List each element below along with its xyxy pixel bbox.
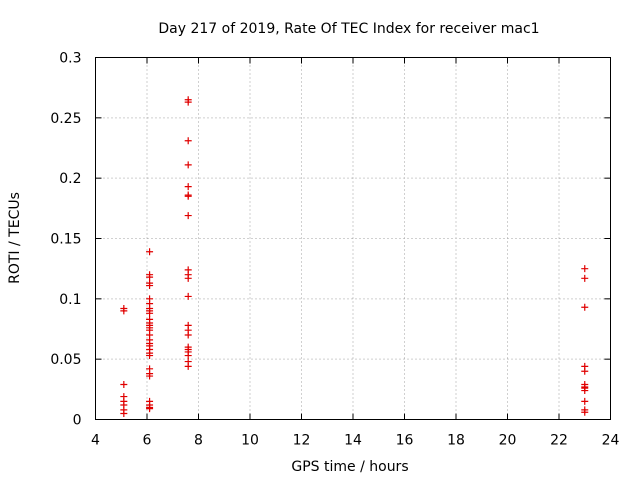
x-tick-label: 22 [550, 433, 568, 449]
x-tick-label: 10 [241, 433, 259, 449]
x-tick-label: 14 [344, 433, 362, 449]
x-tick-label: 4 [91, 433, 100, 449]
x-tick-label: 6 [143, 433, 152, 449]
data-point [581, 387, 589, 395]
data-point [146, 372, 154, 380]
y-tick-label: 0 [73, 413, 82, 429]
data-point [120, 381, 128, 389]
data-points [120, 96, 589, 417]
data-point [184, 274, 192, 282]
data-point [184, 362, 192, 370]
data-point [581, 303, 589, 311]
data-point [581, 274, 589, 282]
x-tick-label: 16 [396, 433, 414, 449]
data-point [184, 98, 192, 106]
data-point [581, 408, 589, 416]
axis-ticks [95, 57, 611, 420]
data-point [184, 292, 192, 300]
y-tick-label: 0.2 [59, 171, 81, 187]
x-tick-label: 18 [447, 433, 465, 449]
data-point [184, 183, 192, 191]
data-point [184, 192, 192, 200]
x-tick-labels: 4 6 8 10 12 14 16 18 20 22 24 [91, 433, 619, 449]
data-point [120, 307, 128, 315]
data-point [146, 273, 154, 281]
x-tick-label: 24 [602, 433, 620, 449]
y-axis-label: ROTI / TECUs [7, 192, 23, 284]
y-tick-label: 0.3 [59, 51, 81, 67]
y-tick-label: 0.25 [50, 111, 81, 127]
x-tick-label: 12 [293, 433, 311, 449]
data-point [581, 265, 589, 273]
y-tick-labels: 0 0.05 0.1 0.15 0.2 0.25 0.3 [50, 51, 81, 429]
plot-frame [95, 57, 611, 420]
x-tick-label: 8 [194, 433, 203, 449]
data-point [120, 409, 128, 417]
y-tick-label: 0.05 [50, 352, 81, 368]
data-point [146, 248, 154, 256]
data-point [146, 309, 154, 317]
data-point [184, 212, 192, 220]
y-tick-label: 0.1 [59, 292, 81, 308]
data-point [184, 137, 192, 145]
data-point [581, 367, 589, 375]
y-tick-label: 0.15 [50, 232, 81, 248]
data-point [146, 352, 154, 360]
data-point [146, 282, 154, 290]
data-point [184, 331, 192, 339]
data-point [184, 161, 192, 169]
data-point [184, 352, 192, 360]
chart-title: Day 217 of 2019, Rate Of TEC Index for r… [158, 21, 539, 37]
data-point [146, 405, 154, 413]
grid [95, 57, 611, 420]
x-tick-label: 20 [499, 433, 517, 449]
data-point [581, 397, 589, 405]
x-axis-label: GPS time / hours [291, 459, 408, 475]
